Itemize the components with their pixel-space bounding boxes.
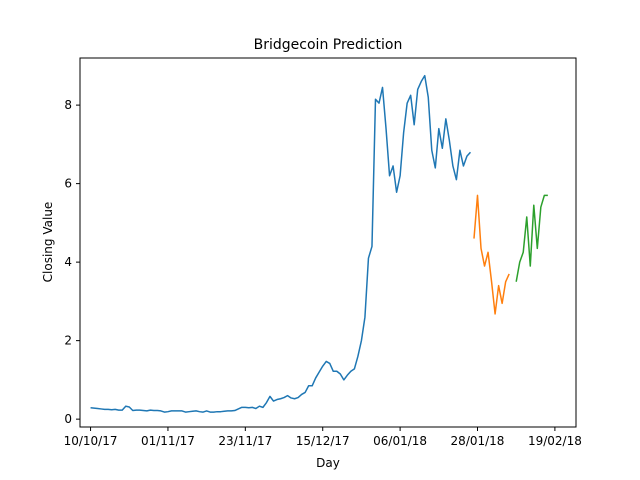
x-tick-label: 06/01/18 [373, 434, 427, 448]
x-tick-label: 15/12/17 [296, 434, 350, 448]
y-tick-label: 6 [64, 177, 72, 191]
y-axis-label: Closing Value [41, 202, 55, 283]
x-tick-label: 10/10/17 [64, 434, 118, 448]
y-tick-label: 0 [64, 412, 72, 426]
axes-frame [79, 57, 577, 428]
x-tick-label: 01/11/17 [141, 434, 195, 448]
y-tick-label: 2 [64, 334, 72, 348]
x-tick-label: 23/11/17 [218, 434, 272, 448]
series-line-3 [515, 194, 548, 282]
x-axis-ticks: 10/10/17 01/11/17 23/11/17 15/12/17 06/01/18… [64, 427, 582, 448]
plot-lines [90, 74, 548, 413]
y-axis-ticks: 0 2 4 6 8 [64, 98, 80, 426]
x-axis-label: Day [316, 456, 340, 470]
series-line-2 [473, 194, 510, 315]
y-tick-label: 8 [64, 98, 72, 112]
chart-title: Bridgecoin Prediction [254, 37, 403, 53]
x-tick-label: 19/02/18 [528, 434, 582, 448]
x-tick-label: 28/01/18 [451, 434, 505, 448]
series-line-1 [90, 74, 472, 413]
y-tick-label: 4 [64, 255, 72, 269]
